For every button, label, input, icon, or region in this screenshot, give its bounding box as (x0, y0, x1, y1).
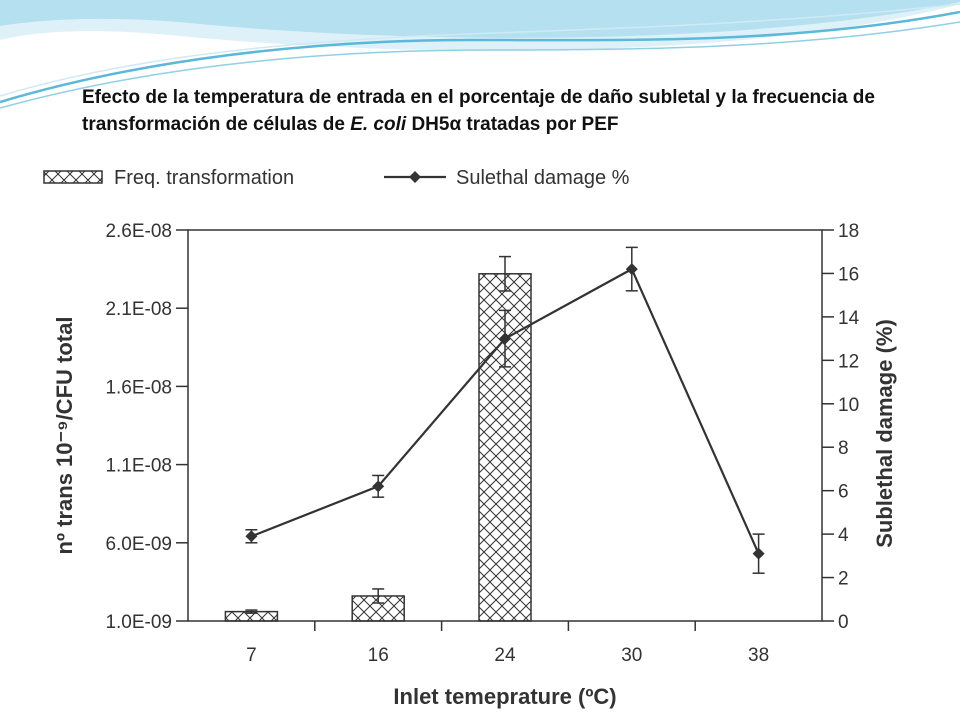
legend-label-line: Sulethal damage % (456, 167, 630, 189)
line-point-diamond (499, 332, 511, 345)
left-axis-tick-label: 1.6E-08 (105, 377, 172, 398)
right-axis-tick-label: 10 (838, 395, 859, 416)
x-axis-tick-label: 16 (368, 645, 389, 666)
x-axis-tick-label: 30 (621, 645, 642, 666)
line-point-diamond (372, 480, 385, 493)
line-point-diamond (625, 263, 638, 276)
title-text-3: tratadas por PEF (461, 114, 619, 135)
left-axis-tick-label: 6.0E-09 (105, 534, 172, 555)
x-axis-tick-label: 38 (748, 645, 769, 666)
chart-svg: 2.6E-08 2.1E-08 1.6E-08 1.1E-08 6.0E-09 1.0E-… (43, 167, 897, 709)
left-axis-tick-label: 2.6E-08 (105, 221, 172, 242)
x-axis-title: Inlet temeprature (ºC) (393, 684, 616, 709)
right-axis-tick-label: 6 (838, 482, 849, 503)
left-axis-tick-label: 2.1E-08 (105, 299, 172, 320)
slide-title: Efecto de la temperatura de entrada en e… (82, 84, 942, 138)
right-axis-tick-label: 16 (838, 264, 859, 285)
title-text-1: Efecto de la temperatura de entrada en e… (82, 87, 875, 135)
x-axis-tick-label: 24 (494, 645, 516, 666)
slide-decoration (0, 0, 960, 109)
right-axis-tick-label: 12 (838, 351, 859, 372)
right-axis-tick-label: 2 (838, 569, 849, 590)
x-axis-tick-label: 7 (246, 645, 257, 666)
right-axis-tick-label: 0 (838, 612, 849, 633)
line-point-diamond (245, 530, 258, 543)
legend-swatch-bar (43, 170, 103, 184)
right-axis-tick-label: 18 (838, 221, 859, 242)
left-axis-tick-label: 1.0E-09 (105, 612, 172, 633)
title-italic-species: E. coli (350, 114, 407, 135)
y-left-axis-title: nº trans 10⁻⁹/CFU total (52, 317, 77, 555)
legend-label-bar: Freq. transformation (114, 167, 294, 189)
left-axis-tick-label: 1.1E-08 (105, 456, 172, 477)
y-right-axis-title: Sublethal damage (%) (872, 319, 897, 548)
right-axis-tick-label: 4 (838, 525, 849, 546)
right-axis-tick-label: 8 (838, 438, 849, 459)
title-text-2: DH5 (406, 114, 450, 135)
legend-swatch-diamond (409, 171, 421, 183)
title-alpha: α (449, 114, 462, 135)
right-axis-tick-label: 14 (838, 308, 860, 329)
chart-area: 2.6E-08 2.1E-08 1.6E-08 1.1E-08 6.0E-09 1.0E-… (34, 150, 930, 720)
line-point-diamond (752, 547, 765, 560)
